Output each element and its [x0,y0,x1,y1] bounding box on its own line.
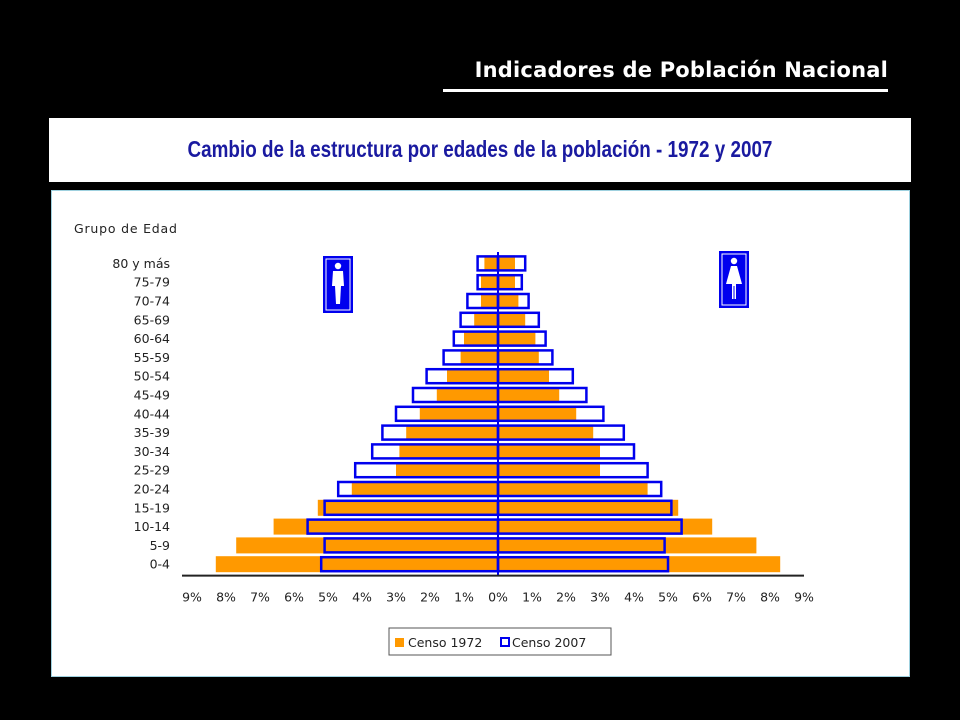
bar-1972-female [498,368,549,385]
bar-1972-male [273,518,498,535]
bar-1972-female [498,556,781,573]
y-tick-label: 45-49 [134,388,170,403]
x-tick-label: 9% [794,590,814,605]
bar-1972-male [481,274,498,291]
bar-1972-female [498,387,560,403]
chart-legend: Censo 1972 Censo 2007 [388,627,612,656]
x-tick-label: 6% [692,590,712,605]
y-tick-label: 70-74 [134,294,170,309]
y-tick-label: 20-24 [134,482,170,497]
y-axis-title: Grupo de Edad [74,221,178,236]
legend-label-1972: Censo 1972 [408,635,482,650]
x-tick-label: 0% [488,590,508,605]
x-tick-label: 4% [352,590,372,605]
male-figure-icon [323,256,353,313]
x-tick-label: 8% [760,590,780,605]
bar-1972-female [498,255,515,272]
bar-1972-female [498,405,577,422]
bar-1972-male [351,481,498,497]
chart-title: Cambio de la estructura por edades de la… [187,136,773,162]
bar-1972-male [399,443,498,460]
bar-1972-female [498,311,526,328]
x-tick-label: 6% [284,590,304,605]
y-tick-label: 50-54 [134,369,170,384]
series-1972-bars [215,255,781,573]
axes [182,252,804,577]
x-tick-label: 8% [216,590,236,605]
bar-1972-female [498,481,648,497]
bar-1972-female [498,518,713,535]
bar-1972-male [317,499,498,516]
bar-1972-female [498,293,519,309]
bar-1972-male [406,424,498,441]
bar-1972-male [474,311,498,328]
y-axis-labels: 80 y más 75-79 70-74 65-69 60-64 55-59 50-54 45… [112,256,170,572]
female-figure-icon [719,251,749,308]
y-tick-label: 15-19 [134,500,170,515]
bar-1972-female [498,424,594,441]
bar-1972-male [419,405,498,422]
x-tick-label: 5% [658,590,678,605]
x-tick-label: 5% [318,590,338,605]
bar-1972-male [460,349,498,366]
y-tick-label: 35-39 [134,425,170,440]
x-tick-label: 9% [182,590,202,605]
bar-1972-female [498,274,515,291]
population-pyramid-chart: Grupo de Edad 80 y más 75-79 70-74 65-69 60-… [74,221,814,656]
x-tick-label: 3% [386,590,406,605]
y-tick-label: 40-44 [134,406,170,421]
legend-swatch-2007 [500,637,510,647]
x-axis-labels: 9% 8% 7% 6% 5% 4% 3% 2% 1% 0% 1% 2% 3% 4% 5% 6% 7% 8% 9% [182,590,814,605]
y-tick-label: 60-64 [134,331,170,346]
bar-1972-female [498,349,539,366]
y-tick-label: 5-9 [150,538,170,553]
x-tick-label: 3% [590,590,610,605]
y-tick-label: 55-59 [134,350,170,365]
bar-1972-male [447,368,498,385]
y-tick-label: 65-69 [134,312,170,327]
bar-1972-male [396,462,498,479]
y-tick-label: 30-34 [134,444,170,459]
bar-1972-male [436,387,498,403]
bar-1972-female [498,443,600,460]
x-tick-label: 2% [556,590,576,605]
y-tick-label: 25-29 [134,463,170,478]
y-tick-label: 0-4 [150,557,170,572]
bar-1972-female [498,537,757,554]
x-tick-label: 1% [522,590,542,605]
bar-1972-male [481,293,498,309]
x-tick-label: 7% [250,590,270,605]
x-tick-label: 2% [420,590,440,605]
y-tick-label: 75-79 [134,275,170,290]
header-rule [443,89,888,92]
y-tick-label: 10-14 [134,519,170,534]
bar-1972-male [484,255,498,272]
bar-1972-female [498,499,679,516]
bar-1972-male [236,537,498,554]
chart-panel: Grupo de Edad 80 y más 75-79 70-74 65-69 60-… [51,190,910,677]
x-tick-label: 7% [726,590,746,605]
x-tick-label: 1% [454,590,474,605]
y-tick-label: 80 y más [112,256,170,271]
bar-1972-male [215,556,499,573]
legend-swatch-1972 [395,638,404,647]
title-band: Cambio de la estructura por edades de la… [49,118,911,182]
bar-1972-female [498,462,600,479]
x-tick-label: 4% [624,590,644,605]
legend-label-2007: Censo 2007 [512,635,586,650]
bar-1972-male [464,330,498,347]
header-title: Indicadores de Población Nacional [474,58,888,82]
bar-1972-female [498,330,536,347]
